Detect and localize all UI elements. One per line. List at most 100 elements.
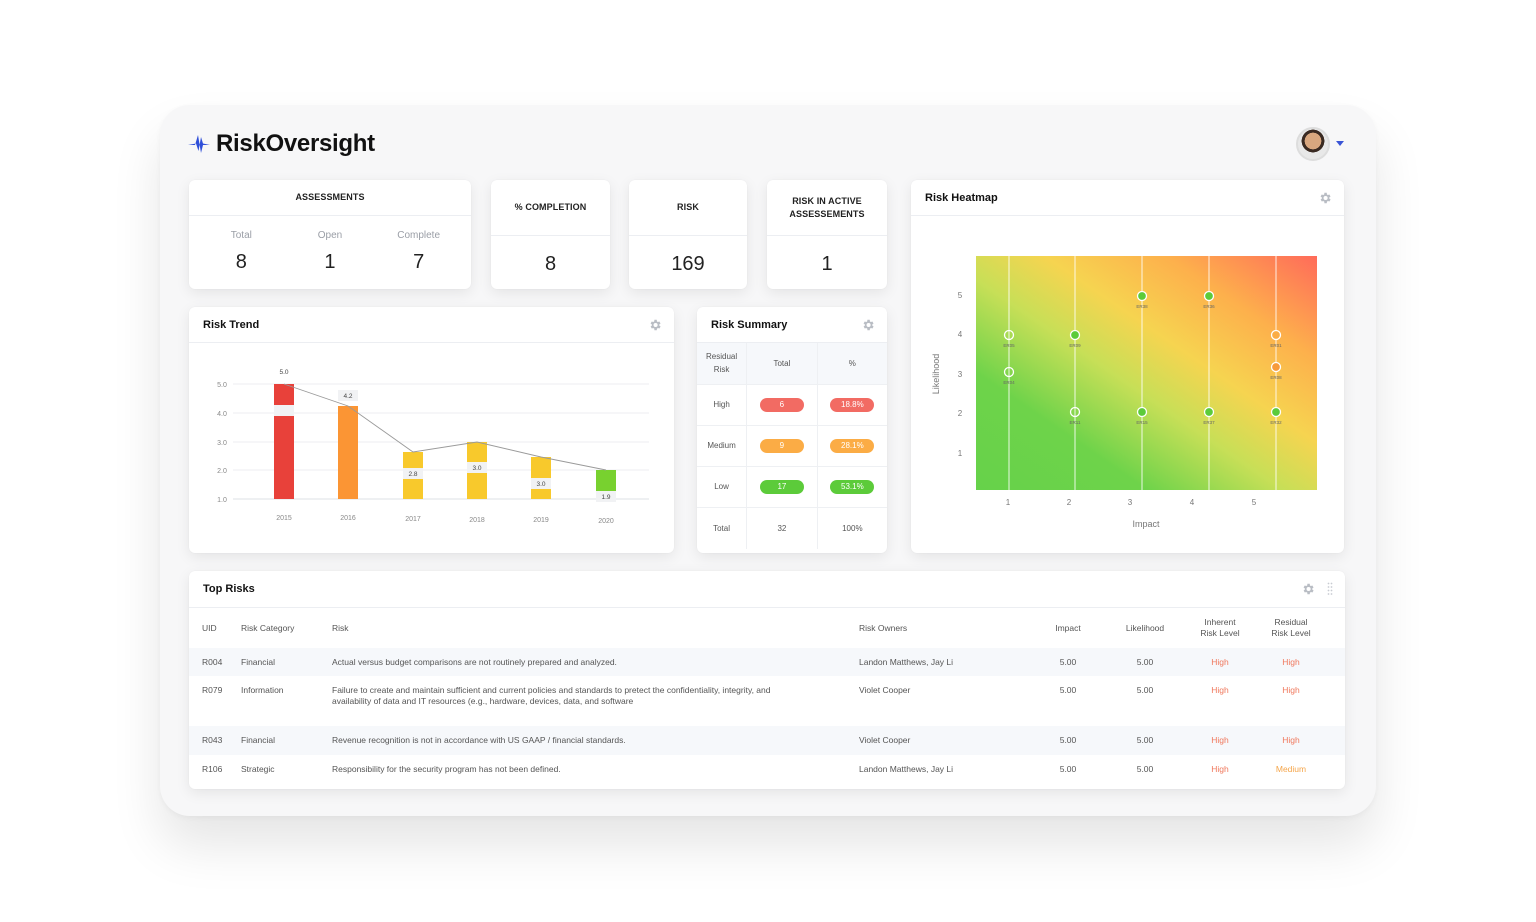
summary-row-medium[interactable]: Medium 9 28.1% [697,425,887,467]
cell-impact: 5.00 [1031,726,1105,755]
svg-text:1.9: 1.9 [601,494,610,501]
cell-uid: R079 [202,685,223,695]
user-avatar[interactable] [1296,127,1330,161]
svg-text:4: 4 [958,330,963,339]
svg-text:ER37: ER37 [1203,420,1215,425]
stat-label: Total [230,230,252,241]
col-impact[interactable]: Impact [1055,622,1081,633]
total-label: Total [697,507,748,549]
svg-text:5: 5 [1252,498,1257,507]
table-row[interactable]: R004 Financial Actual versus budget comp… [189,648,1345,676]
cell-risk: Failure to create and maintain sufficien… [332,685,771,706]
col-inherent[interactable]: Inherent Risk Level [1185,608,1255,648]
gear-icon[interactable] [861,318,875,332]
cell-inherent: High [1211,685,1229,695]
col-uid[interactable]: UID [202,622,217,633]
col-owners[interactable]: Risk Owners [859,622,908,633]
svg-text:ER05: ER05 [1003,343,1015,348]
cell-owners: Violet Cooper [859,726,1031,755]
stat-value: 7 [413,251,425,273]
table-row[interactable]: R079 Information Failure to create and m… [189,676,1345,726]
svg-text:1.0: 1.0 [217,497,227,504]
table-row[interactable]: R106 Strategic Responsibility for the se… [189,755,1345,787]
title-line: RISK IN ACTIVE [792,195,862,206]
level-label[interactable]: High [697,384,748,426]
header-line: Risk [713,365,730,375]
cell-impact: 5.00 [1059,685,1077,695]
table-row[interactable]: R043 Financial Revenue recognition is no… [189,726,1345,755]
gear-icon[interactable] [648,318,662,332]
svg-text:2015: 2015 [276,515,292,522]
svg-text:2: 2 [958,409,963,418]
cell-uid: R004 [189,648,241,676]
svg-text:3.0: 3.0 [472,465,481,472]
risk-count-card[interactable]: RISK 169 [629,180,747,289]
svg-text:ER36: ER36 [1203,304,1215,309]
summary-row-low[interactable]: Low 17 53.1% [697,466,887,508]
completion-card[interactable]: % COMPLETION 8 [491,180,610,289]
assessments-open[interactable]: Open 1 [286,230,374,274]
svg-text:ER32: ER32 [1270,420,1282,425]
svg-text:ER08: ER08 [1270,375,1282,380]
summary-row-high[interactable]: High 6 18.8% [697,384,887,426]
svg-text:3: 3 [1128,498,1133,507]
percent-pill: 53.1% [830,479,875,494]
header-line: Residual [705,352,738,362]
col-residual[interactable]: Residual Risk Level [1255,608,1327,648]
top-risks-title: Top Risks [203,583,255,595]
svg-text:2018: 2018 [469,517,485,524]
assessments-title: ASSESSMENTS [189,180,471,216]
header-line: Risk Level [1271,628,1311,638]
svg-text:ER04: ER04 [1003,380,1015,385]
chevron-down-icon[interactable] [1336,141,1344,146]
svg-text:3.0: 3.0 [217,440,227,447]
cell-category: Financial [241,648,332,676]
svg-text:2016: 2016 [340,515,356,522]
level-label[interactable]: Medium [697,425,748,467]
col-likelihood[interactable]: Likelihood [1125,622,1165,633]
svg-text:2017: 2017 [405,516,421,523]
risk-trend-title: Risk Trend [203,318,260,331]
col-risk[interactable]: Risk [332,622,349,633]
cell-inherent: High [1185,648,1255,676]
risk-active-card[interactable]: RISK IN ACTIVE ASSESSEMENTS 1 [767,180,887,289]
top-risks-table: UID Risk Category Risk Risk Owners Impac… [189,608,1345,787]
assessments-total[interactable]: Total 8 [197,230,285,274]
gear-icon[interactable] [1301,582,1315,596]
svg-text:ER38: ER38 [1136,304,1148,309]
svg-text:5: 5 [958,291,963,300]
cell-likelihood: 5.00 [1105,726,1185,755]
cell-uid: R043 [189,726,241,755]
col-category[interactable]: Risk Category [241,622,295,633]
svg-text:1: 1 [1006,498,1011,507]
svg-text:5.0: 5.0 [217,382,227,389]
risk-trend-chart: 5.0 4.0 3.0 2.0 1.0 5.0 4.2 2.8 3.0 3.0 … [217,369,649,525]
percent-pill: 28.1% [830,438,875,453]
completion-title: % COMPLETION [491,180,610,236]
risk-active-value: 1 [821,253,833,275]
cell-impact: 5.00 [1031,648,1105,676]
svg-text:2020: 2020 [598,518,614,525]
svg-text:3: 3 [958,370,963,379]
cell-likelihood: 5.00 [1105,648,1185,676]
drag-handle-icon[interactable] [1327,582,1333,596]
cell-owners: Landon Matthews, Jay Li [859,764,954,774]
assessments-complete[interactable]: Complete 7 [375,230,463,274]
total-count: 32 [746,507,818,549]
header-residual-risk: Residual Risk [697,343,748,385]
cell-residual: High [1255,648,1327,676]
assessments-card: ASSESSMENTS Total 8 Open 1 Complete 7 [189,180,471,289]
top-risks-card: Top Risks UID Risk Category Risk Risk Ow… [189,571,1345,789]
risk-trend-card: Risk Trend 5.0 4.0 3.0 2.0 1.0 5.0 [189,307,674,553]
gear-icon[interactable] [1318,191,1332,205]
cell-residual: High [1282,685,1300,695]
cell-inherent: High [1185,726,1255,755]
total-pill: 17 [759,479,804,494]
svg-text:2: 2 [1067,498,1072,507]
svg-text:Impact: Impact [1132,519,1160,529]
header-percent: % [817,343,887,385]
level-label[interactable]: Low [697,466,748,508]
app-logo[interactable]: RiskOversight [188,130,375,158]
cell-residual: Medium [1275,764,1307,774]
cell-risk: Responsibility for the security program … [332,764,561,774]
